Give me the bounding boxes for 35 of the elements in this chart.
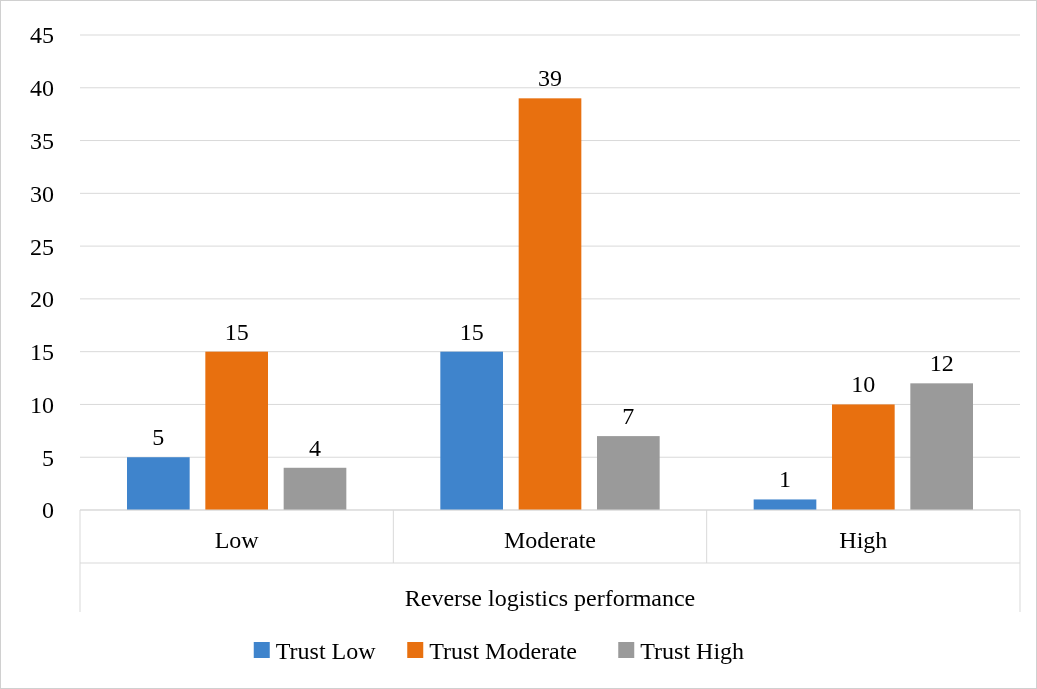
data-label: 5: [152, 424, 165, 451]
y-tick-label: 15: [30, 339, 54, 366]
bar: [753, 499, 817, 510]
y-tick-label: 0: [42, 497, 54, 524]
y-tick-label: 20: [30, 286, 54, 313]
y-tick-label: 35: [30, 127, 54, 154]
data-label: 12: [929, 350, 954, 377]
data-label: 15: [224, 318, 249, 345]
bar: [518, 98, 582, 510]
x-tick-label: High: [839, 527, 888, 553]
bar: [127, 457, 190, 510]
y-tick-label: 25: [30, 233, 54, 260]
x-tick-label: Moderate: [504, 527, 596, 553]
bar: [283, 467, 347, 510]
x-tick-label: Low: [214, 527, 260, 553]
bar: [205, 351, 268, 510]
bar: [597, 436, 660, 510]
legend-label: Trust Moderate: [429, 638, 578, 665]
data-label: 15: [459, 318, 484, 345]
bar: [440, 351, 503, 510]
legend-label: Trust High: [640, 638, 745, 665]
legend-label: Trust Low: [275, 638, 377, 665]
data-label: 39: [538, 65, 562, 92]
y-tick-label: 30: [30, 180, 54, 207]
y-tick-label: 5: [42, 444, 54, 471]
data-label: 1: [779, 466, 791, 493]
bar: [910, 383, 973, 510]
data-label: 7: [622, 403, 635, 430]
data-label: 4: [309, 434, 321, 461]
bar: [832, 404, 895, 510]
y-tick-label: 10: [30, 391, 54, 418]
data-label: 10: [851, 371, 876, 398]
y-tick-label: 40: [30, 75, 54, 102]
y-tick-label: 45: [30, 22, 54, 49]
x-axis-title: Reverse logistics performance: [404, 585, 696, 611]
